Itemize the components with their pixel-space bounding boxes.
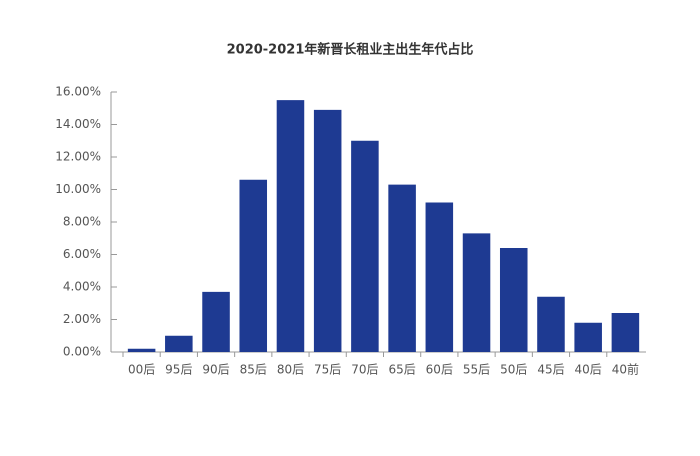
bar bbox=[425, 202, 454, 352]
x-tick-label: 70后 bbox=[351, 363, 378, 377]
y-tick-label: 12.00% bbox=[55, 150, 101, 164]
y-tick-label: 8.00% bbox=[63, 215, 101, 229]
x-tick-label: 40前 bbox=[612, 362, 639, 377]
y-tick-label: 4.00% bbox=[63, 280, 101, 294]
bar bbox=[499, 248, 528, 352]
x-tick-label: 00后 bbox=[128, 363, 155, 377]
y-tick-label: 14.00% bbox=[55, 117, 101, 131]
y-tick-label: 6.00% bbox=[63, 247, 101, 261]
x-tick-label: 90后 bbox=[202, 363, 229, 377]
bar bbox=[276, 100, 305, 352]
bar bbox=[537, 296, 565, 352]
bar bbox=[202, 291, 230, 352]
y-tick-label: 16.00% bbox=[55, 85, 101, 99]
bar bbox=[611, 313, 640, 352]
x-tick-label: 50后 bbox=[500, 363, 527, 377]
x-tick-label: 55后 bbox=[463, 363, 490, 377]
x-tick-label: 80后 bbox=[277, 363, 304, 377]
y-tick-label: 2.00% bbox=[63, 312, 101, 326]
bar bbox=[388, 184, 416, 352]
bar bbox=[351, 140, 379, 352]
x-tick-label: 75后 bbox=[314, 363, 341, 377]
y-tick-label: 10.00% bbox=[55, 182, 101, 196]
bar bbox=[313, 109, 342, 352]
bar bbox=[165, 335, 193, 352]
x-tick-label: 60后 bbox=[426, 363, 453, 377]
x-tick-label: 40后 bbox=[575, 363, 602, 377]
chart-title: 2020-2021年新晋长租业主出生年代占比 bbox=[227, 42, 474, 58]
x-tick-label: 85后 bbox=[240, 363, 267, 377]
x-tick-label: 45后 bbox=[537, 363, 564, 377]
x-tick-label: 95后 bbox=[165, 363, 192, 377]
bar bbox=[462, 233, 491, 352]
y-tick-label: 0.00% bbox=[63, 345, 101, 359]
bar bbox=[574, 322, 602, 352]
bar bbox=[127, 348, 156, 352]
bar bbox=[239, 179, 268, 352]
x-tick-label: 65后 bbox=[388, 363, 415, 377]
